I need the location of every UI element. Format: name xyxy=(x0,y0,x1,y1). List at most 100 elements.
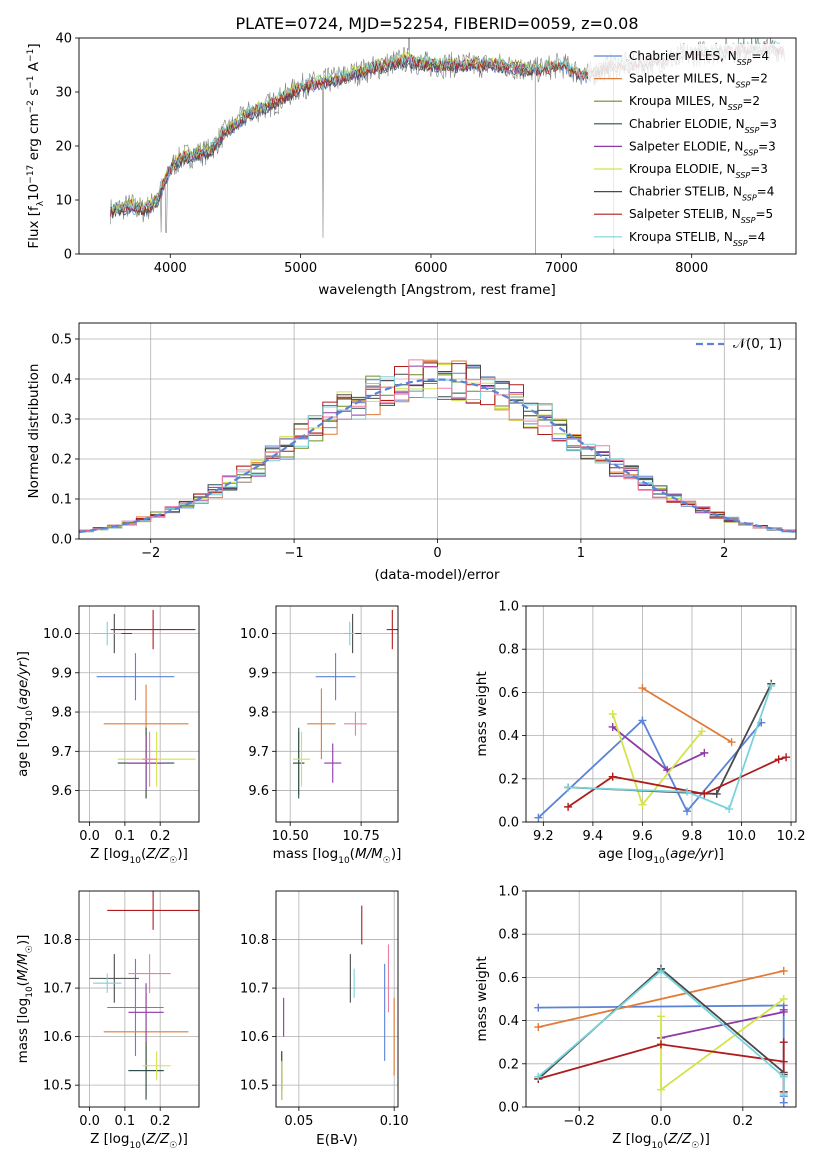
model-spectrum-chabrier-miles xyxy=(109,58,615,254)
axes-frame xyxy=(525,605,797,823)
x-tick-label: 10.50 xyxy=(272,829,309,844)
chart-title: PLATE=0724, MJD=52254, FIBERID=0059, z=0… xyxy=(235,14,638,33)
weight-marker xyxy=(657,966,665,975)
legend-nssp: =4 xyxy=(757,185,775,199)
weight-marker xyxy=(782,753,791,762)
weight-marker xyxy=(657,1085,665,1094)
legend-nssp: =4 xyxy=(751,49,769,63)
legend-name: Chabrier MILES, N xyxy=(629,49,737,63)
legend-sub: SSP xyxy=(743,148,758,157)
weight-marker xyxy=(564,783,573,792)
label-part: ☉ xyxy=(25,945,35,953)
x-axis-label: (data-model)/error xyxy=(374,567,500,583)
weight-line-kroupa-elodie xyxy=(660,998,785,1092)
y-tick-label: 30 xyxy=(55,86,72,101)
y-tick-label: 10.7 xyxy=(240,982,269,997)
x-axis-label: Z [log10(Z/Z☉)] xyxy=(612,1131,710,1151)
weight-marker xyxy=(608,722,617,731)
y-tick-label: 0.6 xyxy=(498,686,519,701)
legend-label: Salpeter STELIB, NSSP=5 xyxy=(629,207,773,225)
weight-marker xyxy=(657,1040,665,1049)
y-tick-label: 9.8 xyxy=(248,706,269,721)
label-part: ( xyxy=(15,981,31,986)
label-part: )] xyxy=(177,846,188,862)
panel-spectrum: 4000 5000 6000 7000 8000 0 10 20 30 40 PLATE=0724,… xyxy=(26,14,797,298)
label-part: 10 xyxy=(653,856,665,866)
weight-marker xyxy=(638,716,647,725)
panel-age_vs_mass: 10.50 10.75 9.6 9.7 9.8 9.9 10.0 mass [log10(M/… xyxy=(240,605,402,866)
panel-mass_vs_Z: 0.0 0.1 0.210.510.610.710.8Z [log10(Z/Z☉)]… xyxy=(15,890,200,1151)
x-tick-label: 6000 xyxy=(414,261,447,276)
label-part: M/M xyxy=(355,846,383,862)
x-axis-label: Z [log10(Z/Z☉)] xyxy=(90,846,188,866)
x-tick-label: 10.75 xyxy=(343,829,380,844)
y-axis-label: mass weight xyxy=(474,956,490,1041)
weight-marker xyxy=(779,1072,788,1081)
label-part: Z/Z xyxy=(145,846,170,862)
y-axis-label: mass weight xyxy=(474,671,490,756)
plot-area xyxy=(293,609,398,799)
x-tick-label: −0.2 xyxy=(563,1114,595,1129)
x-tick-label: 0.1 xyxy=(115,1114,136,1129)
legend-name: Kroupa MILES, N xyxy=(629,94,728,108)
panel-weight_vs_Z: −0.2 0.0 0.2 0.0 0.2 0.4 0.6 0.8 1.0 Z [log10(Z/Z… xyxy=(474,885,797,1151)
plot-area xyxy=(109,38,786,254)
x-tick-label: 7000 xyxy=(545,261,578,276)
legend-name: Kroupa STELIB, N xyxy=(629,230,733,244)
x-tick-label: 9.8 xyxy=(682,829,703,844)
legend-label: Chabrier MILES, NSSP=4 xyxy=(629,49,769,67)
x-tick-label: 2 xyxy=(720,546,728,561)
y-tick-label: 0.2 xyxy=(51,453,72,468)
legend-label: Salpeter ELODIE, NSSP=3 xyxy=(629,139,776,157)
label-part: ( xyxy=(350,846,355,862)
label-part: Z/Z xyxy=(667,1131,692,1147)
x-tick-label: 9.4 xyxy=(583,829,604,844)
label-part: 10 xyxy=(129,1141,141,1151)
y-tick-label: 20 xyxy=(55,140,72,155)
weight-marker xyxy=(727,738,736,747)
plot-area xyxy=(89,891,199,1100)
legend-label: 𝒩(0, 1) xyxy=(733,336,782,352)
label-part: 10 xyxy=(26,184,42,201)
histogram-step-9 xyxy=(79,359,796,534)
label-part: ( xyxy=(15,705,31,710)
axes-frame xyxy=(275,890,399,1108)
weight-marker xyxy=(534,1023,543,1032)
plot-area xyxy=(281,905,395,1100)
y-tick-label: 9.6 xyxy=(51,784,72,799)
model-spectrum-kroupa-elodie xyxy=(110,51,536,254)
x-tick-label: 4000 xyxy=(154,261,187,276)
weight-marker xyxy=(779,1005,788,1014)
axes-frame xyxy=(78,890,200,1108)
y-tick-label: 10.0 xyxy=(240,627,269,642)
legend-name: Salpeter ELODIE, N xyxy=(629,139,743,153)
x-tick-label: 0.2 xyxy=(150,829,171,844)
weight-marker xyxy=(657,1012,665,1021)
weight-marker xyxy=(683,787,692,796)
legend-label: Kroupa STELIB, NSSP=4 xyxy=(629,230,765,248)
label-part: ( xyxy=(663,1131,668,1147)
x-axis-label: mass [log10(M/M☉)] xyxy=(273,846,402,866)
y-tick-label: 10.6 xyxy=(240,1030,269,1045)
weight-marker xyxy=(683,807,692,816)
weight-marker xyxy=(700,748,709,757)
label-part: age [log xyxy=(15,722,31,777)
y-axis-label: age [log10(age/yr)] xyxy=(15,651,35,777)
weight-marker xyxy=(712,789,721,798)
legend-label: Chabrier STELIB, NSSP=4 xyxy=(629,185,774,203)
y-tick-label: 0.0 xyxy=(51,533,72,548)
x-tick-label: 0.05 xyxy=(284,1114,313,1129)
weight-marker xyxy=(564,802,573,811)
label-part: 10 xyxy=(25,986,35,998)
label-part: A xyxy=(26,61,42,75)
x-tick-label: 0.0 xyxy=(79,829,100,844)
x-tick-label: −1 xyxy=(285,546,304,561)
panel-weight_vs_age: 9.2 9.4 9.6 9.8 10.0 10.2 0.0 0.2 0.4 0.6 0.8 1.0 ag… xyxy=(474,600,806,867)
y-axis-label: mass [log10(M/M☉)] xyxy=(15,935,35,1064)
axes-frame xyxy=(275,605,399,823)
y-tick-label: 10.8 xyxy=(240,933,269,948)
x-tick-label: 5000 xyxy=(284,261,317,276)
label-part: age/yr xyxy=(15,660,31,705)
weight-marker xyxy=(779,1038,788,1047)
